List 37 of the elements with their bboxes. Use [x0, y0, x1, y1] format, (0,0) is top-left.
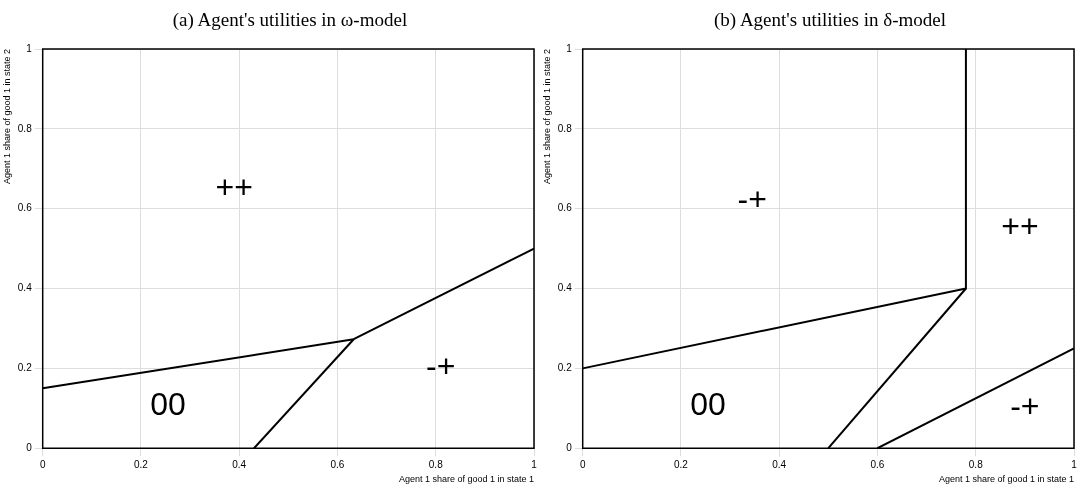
y-tick-label: 0.8 — [557, 122, 573, 134]
chart-title: (a) Agent's utilities in ω-model — [171, 8, 409, 32]
y-tick-label: 0.8 — [17, 122, 33, 134]
annotation: 00 — [150, 386, 186, 423]
y-tick-label: 0.4 — [557, 282, 573, 294]
annotation: ++ — [215, 168, 253, 205]
x-tick-label: 0.6 — [870, 458, 885, 470]
annotation: -+ — [425, 348, 456, 385]
y-tick-label: 0 — [26, 441, 33, 453]
x-axis-title: Agent 1 share of good 1 in state 1 — [938, 474, 1074, 485]
y-tick-label: 0.2 — [557, 362, 573, 374]
annotation: ++ — [1001, 208, 1039, 245]
y-tick-label: 1 — [566, 42, 573, 54]
y-axis-title: Agent 1 share of good 1 in state 2 — [541, 49, 552, 185]
x-tick-label: 0 — [39, 458, 46, 470]
x-tick-label: 0.4 — [232, 458, 247, 470]
y-tick-label: 0.6 — [557, 202, 573, 214]
x-tick-label: 0.6 — [330, 458, 345, 470]
x-axis-title: Agent 1 share of good 1 in state 1 — [398, 474, 534, 485]
x-tick-label: 0 — [579, 458, 586, 470]
x-tick-label: 1 — [1071, 458, 1078, 470]
x-tick-label: 0.4 — [772, 458, 787, 470]
x-tick-label: 0.8 — [428, 458, 444, 470]
y-tick-label: 0.4 — [17, 282, 33, 294]
y-axis-title: Agent 1 share of good 1 in state 2 — [1, 49, 12, 185]
x-tick-label: 0.2 — [674, 458, 689, 470]
chart-title: (b) Agent's utilities in δ-model — [713, 8, 947, 32]
x-tick-label: 0.8 — [968, 458, 984, 470]
y-tick-label: 0 — [566, 441, 573, 453]
annotation: -+ — [737, 180, 767, 217]
x-tick-label: 1 — [531, 458, 538, 470]
y-tick-label: 0.6 — [17, 202, 33, 214]
annotation: 00 — [690, 386, 726, 423]
x-tick-label: 0.2 — [134, 458, 149, 470]
y-tick-label: 1 — [26, 42, 33, 54]
annotation: -+ — [1010, 388, 1040, 425]
y-tick-label: 0.2 — [17, 362, 33, 374]
